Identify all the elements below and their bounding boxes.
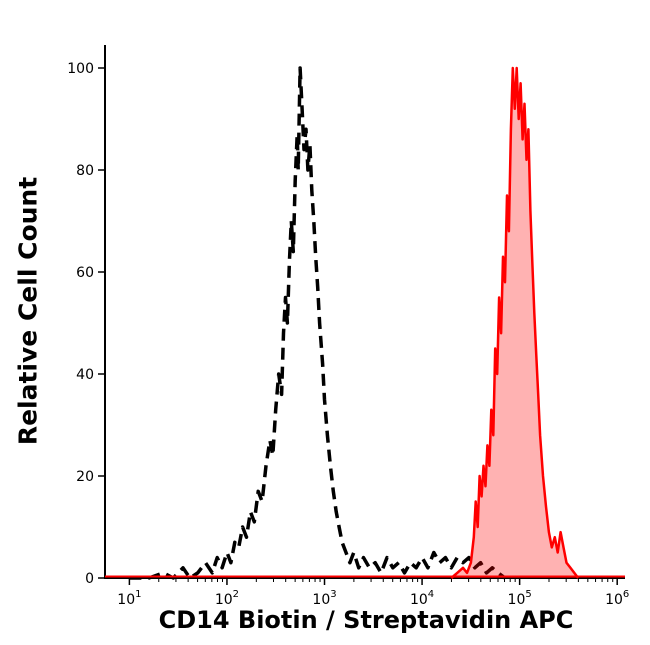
filled-red-histogram-fill (451, 68, 579, 578)
dashed-black-histogram-curve (129, 66, 507, 580)
y-axis-title: Relative Cell Count (13, 176, 43, 446)
y-tick-label: 100 (67, 61, 94, 77)
x-tick-label: 105 (508, 589, 532, 608)
y-tick-label: 60 (76, 265, 94, 281)
x-tick-label: 103 (312, 589, 336, 608)
y-tick-label: 20 (76, 469, 94, 485)
x-tick-label: 101 (117, 589, 141, 608)
y-tick-label: 80 (76, 163, 94, 179)
x-tick-label: 106 (605, 589, 629, 608)
x-tick-label: 104 (410, 589, 434, 608)
y-tick-label: 40 (76, 367, 94, 383)
x-tick-label: 102 (215, 589, 239, 608)
x-axis-title: CD14 Biotin / Streptavidin APC (158, 606, 574, 634)
filled-red-histogram-curve (450, 66, 580, 579)
y-tick-label: 0 (85, 571, 94, 587)
